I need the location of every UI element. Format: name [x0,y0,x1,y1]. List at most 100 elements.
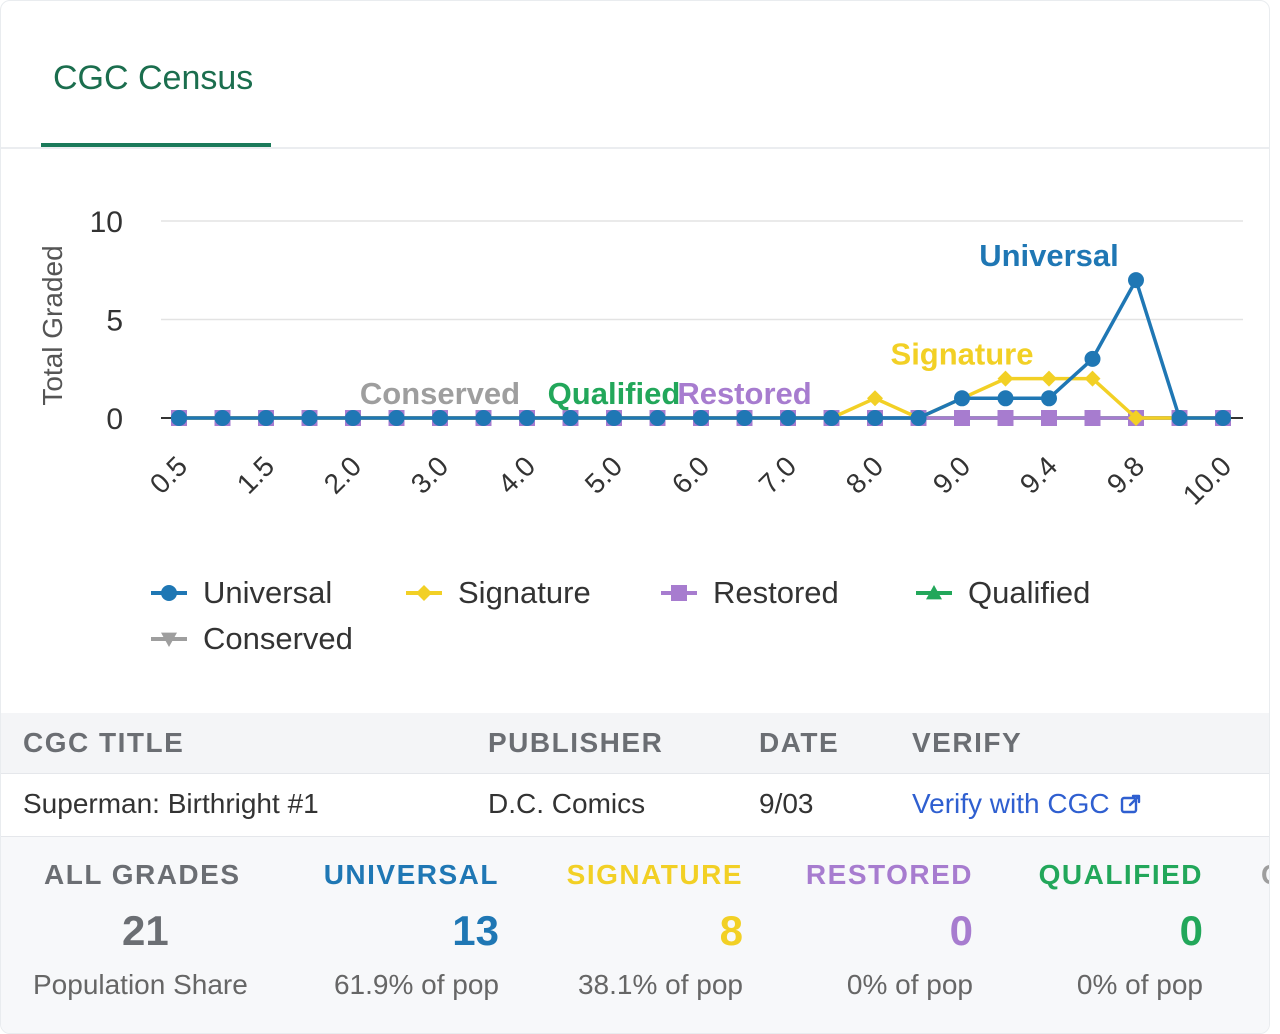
header-publisher: PUBLISHER [488,727,664,758]
data-point [997,390,1014,407]
data-point [954,390,970,407]
stat-header: SIGNATURE [566,859,743,890]
data-point [301,410,318,426]
x-tick-label: 9.0 [927,450,976,499]
stat-restored: RESTORED 0 0% of pop [751,837,981,1033]
stat-value: 21 [122,907,169,954]
data-point [388,410,405,426]
series-label-signature: Signature [891,337,1034,372]
tab-cgc-census[interactable]: CGC Census [41,1,271,147]
data-point [1128,272,1144,289]
data-point [910,410,927,426]
table-row: Superman: Birthright #1 D.C. Comics 9/03… [1,774,1269,837]
stat-qualified: QUALIFIED 0 0% of pop [981,837,1211,1033]
stat-value: 8 [719,907,743,954]
x-tick-label: 7.0 [753,450,802,499]
x-tick-label: 0.5 [144,450,193,499]
verify-link-label: Verify with CGC [912,788,1110,819]
data-point [1215,410,1231,426]
data-point [1084,350,1101,367]
legend-label: Restored [713,575,839,610]
y-tick-label: 0 [106,403,123,436]
x-tick-label: 2.0 [318,450,367,499]
data-point [432,410,448,426]
stat-value: 0 [1179,907,1203,954]
y-tick-label: 10 [90,206,123,239]
data-point [1084,370,1101,387]
data-point [1084,410,1101,426]
legend-label: Universal [203,575,333,610]
stat-conserved: C [1257,837,1269,1033]
stat-subtitle: Population Share [33,969,248,1000]
x-tick-label: 6.0 [666,450,715,499]
tab-bar: CGC Census [1,1,1269,149]
data-point [214,410,231,426]
table-header: CGC TITLE PUBLISHER DATE VERIFY [1,713,1269,774]
legend-marker [416,585,432,601]
legend-item-restored[interactable]: Restored [659,573,839,613]
data-point [693,410,709,426]
stat-subtitle: 0% of pop [1076,969,1203,1000]
series-label-universal: Universal [979,238,1119,273]
legend-label: Qualified [968,575,1091,610]
stat-subtitle: 0% of pop [846,969,973,1000]
x-tick-label: 9.8 [1101,450,1150,499]
header-date: DATE [759,727,840,758]
cell-title: Superman: Birthright #1 [23,788,319,819]
data-point [1171,410,1188,426]
legend-marker [161,632,177,647]
data-point [823,410,840,426]
legend-marker [671,585,687,601]
square-marker-icon [661,585,697,601]
data-point [606,410,622,426]
data-point [867,390,883,407]
stat-value: 0 [949,907,973,954]
legend-label: Signature [458,575,591,610]
stat-value: 13 [452,907,499,954]
y-axis-label: Total Graded [37,245,68,405]
legend-marker [926,585,942,600]
data-point [954,410,970,426]
verify-with-cgc-link[interactable]: Verify with CGC [912,788,1142,820]
external-link-icon [1120,794,1140,814]
x-tick-label: 4.0 [492,450,541,499]
data-point [345,410,361,426]
legend-item-universal[interactable]: Universal [149,573,332,613]
series-universal [171,272,1231,426]
data-point [867,410,883,426]
stat-header: C [1261,859,1269,891]
x-tick-label: 8.0 [840,450,889,499]
legend-marker [161,585,177,601]
x-tick-label: 3.0 [405,450,454,499]
data-point [258,410,274,426]
x-tick-label: 10.0 [1177,450,1237,510]
data-point [1041,390,1057,407]
tab-label: CGC Census [53,59,254,97]
series-label-restored: Restored [677,376,811,411]
data-point [997,410,1014,426]
stat-signature: SIGNATURE 8 38.1% of pop [511,837,751,1033]
data-point [519,410,535,426]
legend-item-signature[interactable]: Signature [404,573,591,613]
data-point [1041,410,1057,426]
legend-item-conserved[interactable]: Conserved [149,619,353,659]
data-point [649,410,666,426]
stat-header: QUALIFIED [1038,859,1203,890]
data-point [1041,370,1057,387]
stat-header: UNIVERSAL [323,859,499,890]
data-point [562,410,579,426]
data-point [475,410,492,426]
y-tick-label: 5 [106,305,123,338]
triangle-marker-icon [916,585,952,600]
data-point [736,410,753,426]
data-point [171,410,187,426]
circle-marker-icon [151,585,187,601]
stat-header: ALL GRADES [44,859,241,890]
stat-subtitle: 61.9% of pop [333,969,499,1000]
stat-subtitle: 38.1% of pop [577,969,743,1000]
data-point [780,410,796,426]
data-point [1128,410,1144,426]
legend-item-qualified[interactable]: Qualified [914,573,1090,613]
cell-date: 9/03 [759,788,814,819]
stat-all-grades: ALL GRADES 21 Population Share [1,837,271,1033]
